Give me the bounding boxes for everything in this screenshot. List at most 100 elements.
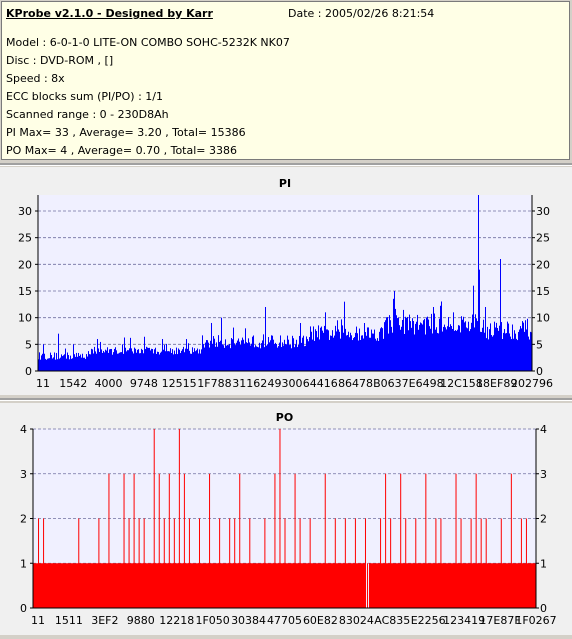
po-bar bbox=[133, 473, 135, 608]
pi-bar bbox=[264, 347, 265, 371]
pi-bar bbox=[353, 338, 354, 371]
pi-bar bbox=[165, 351, 166, 371]
pi-bar bbox=[278, 346, 279, 371]
pi-bar bbox=[101, 349, 102, 371]
pi-bar bbox=[242, 337, 243, 371]
pi-bar bbox=[121, 352, 122, 371]
pi-bar bbox=[412, 318, 413, 371]
pi-bar bbox=[277, 347, 278, 371]
pi-bar bbox=[284, 339, 285, 371]
x-tick-label: 202796 bbox=[511, 377, 553, 390]
pi-bar bbox=[489, 329, 490, 371]
pi-bar bbox=[176, 347, 177, 371]
pi-bar bbox=[408, 330, 409, 371]
pi-bar bbox=[136, 352, 137, 371]
pi-bar bbox=[409, 314, 410, 371]
y-tick-label-right: 5 bbox=[536, 338, 543, 351]
pi-bar bbox=[265, 307, 266, 371]
pi-bar bbox=[184, 352, 185, 371]
po-bar bbox=[163, 518, 165, 608]
x-tick-label: 12C158 bbox=[440, 377, 483, 390]
y-tick-label-right: 25 bbox=[536, 232, 550, 245]
pi-bar bbox=[335, 325, 336, 371]
pi-bar bbox=[42, 353, 43, 371]
pi-bar bbox=[118, 353, 119, 371]
pi-bar bbox=[194, 348, 195, 371]
pi-bar bbox=[197, 348, 198, 371]
pi-bar bbox=[93, 353, 94, 371]
pi-bar bbox=[472, 314, 473, 371]
pi-bar bbox=[126, 351, 127, 371]
pi-bar bbox=[76, 352, 77, 371]
pi-bar bbox=[450, 324, 451, 371]
po-bar bbox=[53, 563, 55, 608]
pi-bar bbox=[68, 355, 69, 371]
pi-bar bbox=[506, 333, 507, 371]
pi-bar bbox=[44, 353, 45, 371]
pi-bar bbox=[164, 344, 165, 371]
pi-bar bbox=[460, 332, 461, 371]
pi-chart-panel: PI 0 0 5 5 10 10 15 15 20 20 25 25 30 30 11 1542 4000 9748… bbox=[0, 167, 572, 395]
pi-bar bbox=[253, 335, 254, 371]
pi-bar bbox=[327, 329, 328, 371]
pi-bar bbox=[210, 340, 211, 371]
pi-bar bbox=[501, 322, 502, 371]
pi-bar bbox=[219, 341, 220, 371]
x-tick-label: 1F050 bbox=[195, 614, 229, 627]
pi-bar bbox=[423, 320, 424, 371]
y-tick-label-left: 30 bbox=[18, 205, 32, 218]
pi-bar bbox=[382, 328, 383, 371]
pi-bar bbox=[45, 358, 46, 371]
pi-bar bbox=[419, 324, 420, 371]
pi-bar bbox=[204, 347, 205, 371]
pi-bar bbox=[314, 340, 315, 371]
pi-bar bbox=[128, 350, 129, 371]
pi-bar bbox=[83, 357, 84, 371]
pi-bar bbox=[226, 345, 227, 371]
y-tick-label-left: 4 bbox=[20, 423, 27, 436]
pi-bar bbox=[288, 339, 289, 371]
po-chart-panel: PO 0 0 1 1 2 2 3 3 4 4 11 1511 3EF2 9880 12218 1F050 3038… bbox=[0, 403, 572, 635]
pi-bar bbox=[471, 322, 472, 371]
po-bar bbox=[168, 473, 170, 608]
pi-bar bbox=[215, 346, 216, 371]
pi-bar bbox=[462, 319, 463, 371]
pi-bar bbox=[448, 317, 449, 371]
pi-bar bbox=[320, 327, 321, 371]
pi-bar bbox=[345, 328, 346, 371]
po-chart: PO0 01 12 23 34 411 1511 3EF2 9880 12218 1F050 3038… bbox=[0, 403, 572, 635]
pi-bar bbox=[111, 348, 112, 371]
pi-bar bbox=[530, 331, 531, 371]
pi-bar bbox=[113, 352, 114, 371]
pi-bar bbox=[168, 351, 169, 371]
pi-bar bbox=[237, 340, 238, 371]
pi-bar bbox=[145, 348, 146, 371]
pi-bar bbox=[339, 331, 340, 371]
po-bar bbox=[364, 518, 366, 608]
pi-bar bbox=[516, 338, 517, 371]
pi-bar bbox=[233, 327, 234, 371]
pi-bar bbox=[107, 347, 108, 371]
pi-bar bbox=[293, 338, 294, 371]
pi-bar bbox=[461, 316, 462, 371]
y-tick-label-left: 0 bbox=[25, 365, 32, 378]
pi-bar bbox=[463, 316, 464, 371]
pi-bar bbox=[49, 358, 50, 371]
po-bar bbox=[334, 518, 336, 608]
x-tick-label: AC835 bbox=[374, 614, 410, 627]
po-bar bbox=[354, 518, 356, 608]
pi-bar bbox=[428, 319, 429, 371]
pi-bar bbox=[299, 335, 300, 371]
pi-bar bbox=[323, 332, 324, 371]
pi-bar bbox=[110, 349, 111, 371]
pi-bars bbox=[38, 195, 532, 371]
pi-bar bbox=[271, 335, 272, 371]
pi-bar bbox=[140, 353, 141, 371]
po-bar bbox=[138, 518, 140, 608]
pi-bar bbox=[508, 323, 509, 371]
po-bar bbox=[520, 518, 522, 608]
pi-bar bbox=[55, 359, 56, 371]
pi-bar bbox=[54, 352, 55, 371]
pi-bar bbox=[216, 342, 217, 371]
pi-bar bbox=[105, 349, 106, 371]
